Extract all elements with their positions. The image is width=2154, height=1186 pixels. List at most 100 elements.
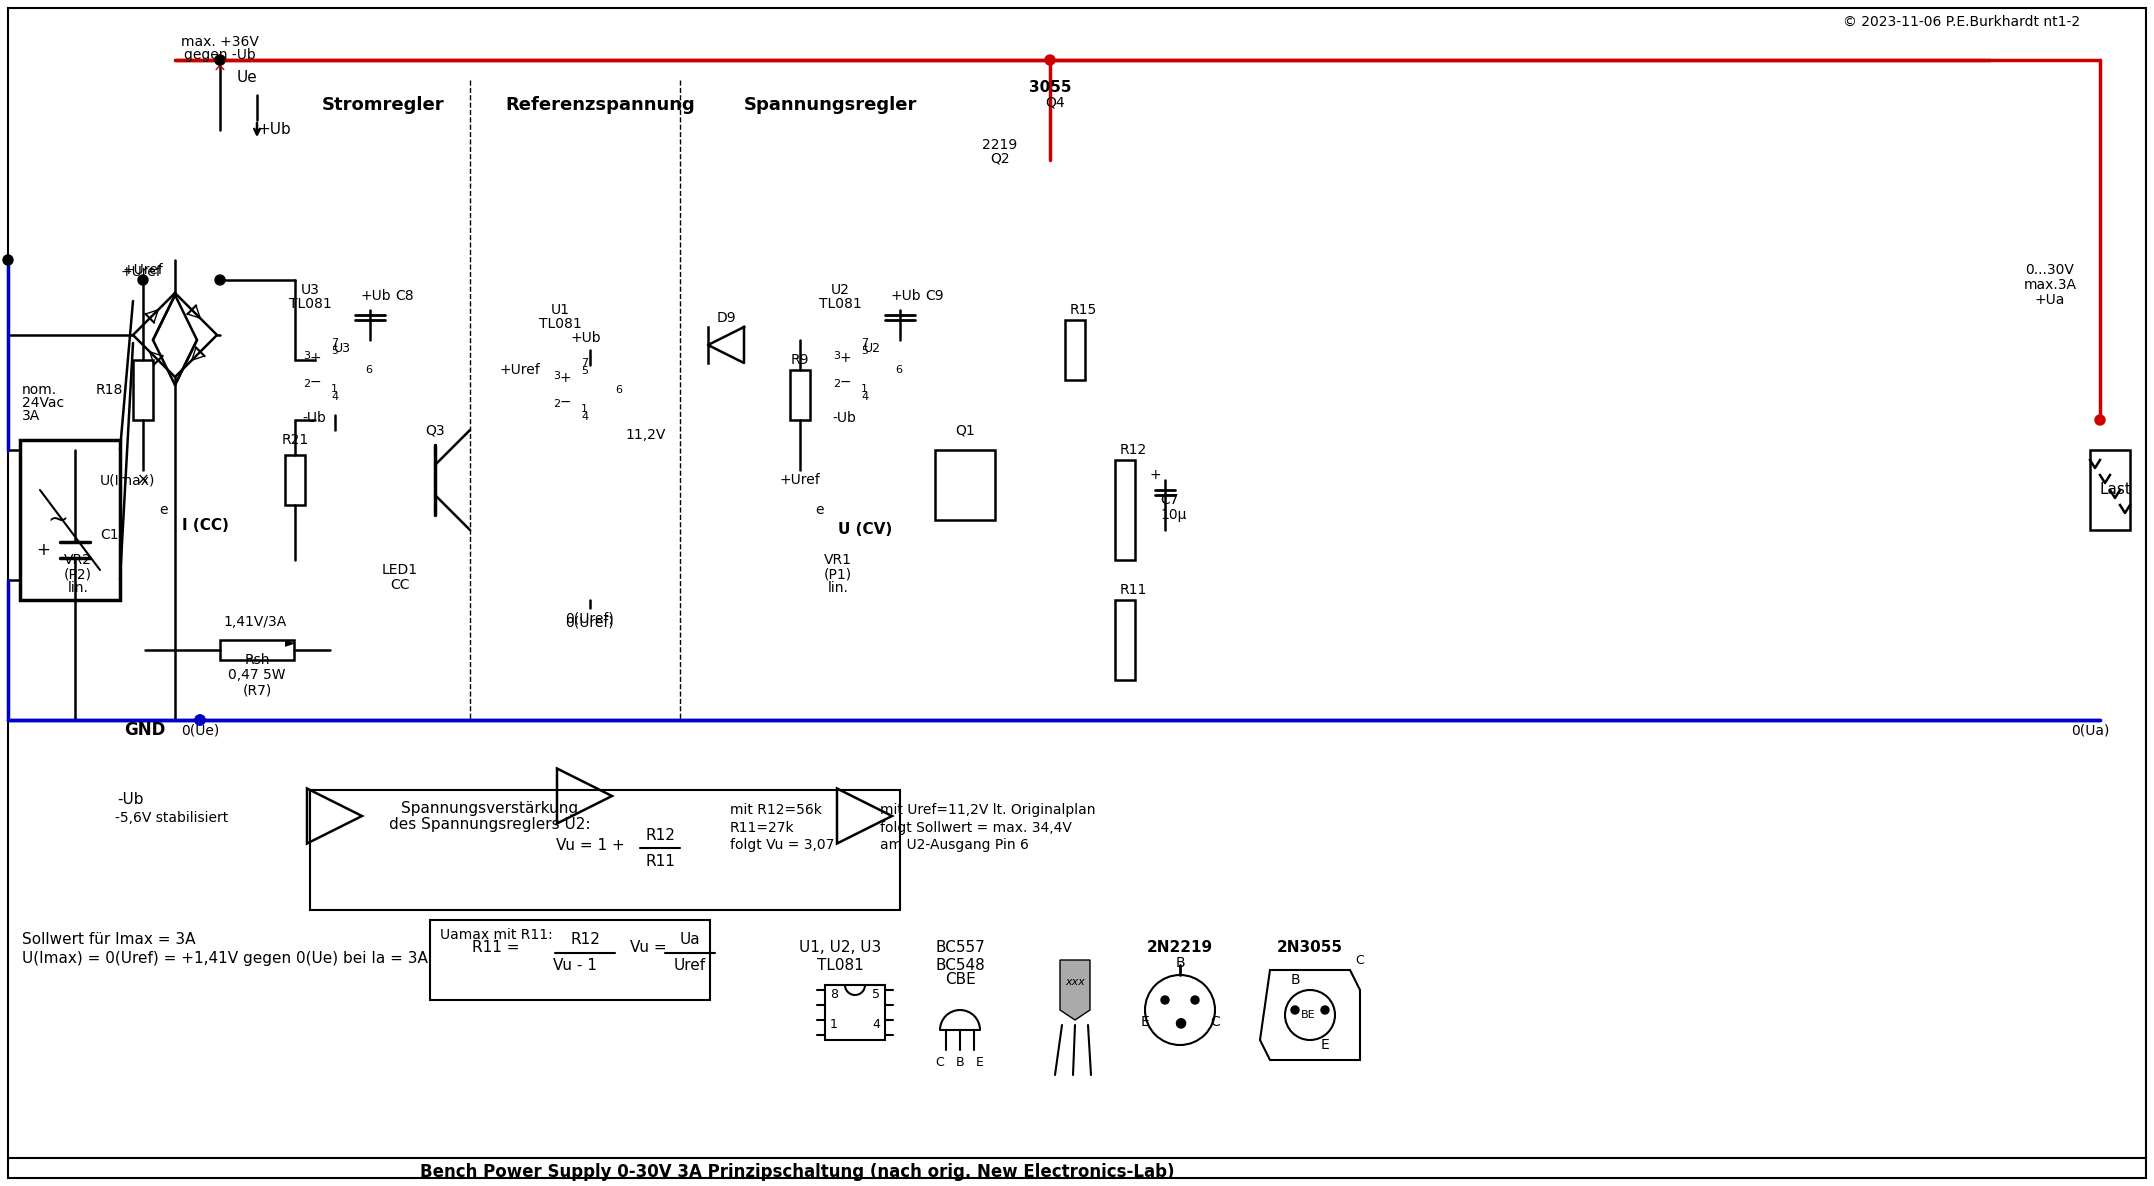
Text: R18: R18 [95, 383, 123, 397]
Text: C: C [935, 1056, 943, 1069]
Text: folgt Sollwert = max. 34,4V: folgt Sollwert = max. 34,4V [881, 821, 1073, 835]
Text: Rsh: Rsh [243, 653, 269, 667]
Text: 8: 8 [829, 988, 838, 1001]
Text: Vu =: Vu = [629, 940, 666, 956]
Text: ×: × [213, 58, 226, 76]
Text: 4: 4 [872, 1019, 881, 1032]
Text: 1: 1 [829, 1019, 838, 1032]
Text: 4: 4 [332, 393, 338, 402]
Text: 0(Ue): 0(Ue) [181, 723, 220, 737]
Text: 0,47 5W: 0,47 5W [228, 668, 286, 682]
Text: R21: R21 [282, 433, 308, 447]
Text: 1: 1 [582, 404, 588, 414]
Circle shape [1290, 1006, 1299, 1014]
Text: 5: 5 [872, 988, 881, 1001]
Text: U(Imax): U(Imax) [99, 473, 155, 487]
Text: 5: 5 [862, 346, 868, 356]
Text: −: − [310, 375, 321, 389]
Text: 4: 4 [582, 413, 588, 422]
Bar [825, 986, 885, 1040]
Text: (P2): (P2) [65, 568, 93, 582]
Text: 3: 3 [834, 351, 840, 362]
Text: U2: U2 [864, 343, 881, 356]
Text: CC: CC [390, 578, 409, 592]
Text: VR2: VR2 [65, 553, 93, 567]
Text: am U2-Ausgang Pin 6: am U2-Ausgang Pin 6 [881, 839, 1030, 852]
Text: mit R12=56k: mit R12=56k [730, 803, 823, 817]
Text: 10µ: 10µ [1161, 508, 1187, 522]
Text: VR1: VR1 [825, 553, 853, 567]
Text: C: C [1211, 1015, 1219, 1029]
Circle shape [196, 715, 205, 725]
Text: 6: 6 [364, 365, 373, 375]
Bar [284, 455, 306, 505]
Text: +Ub: +Ub [890, 289, 920, 302]
Text: 7: 7 [332, 338, 338, 347]
Text: R12: R12 [644, 828, 674, 842]
Text: +: + [560, 371, 571, 385]
Text: e: e [816, 503, 825, 517]
Text: 2: 2 [554, 398, 560, 409]
Text: TL081: TL081 [819, 296, 862, 311]
Text: max.3A: max.3A [2023, 278, 2076, 292]
Bar [935, 449, 995, 519]
Text: Vu = 1 +: Vu = 1 + [556, 837, 625, 853]
Text: +: + [1150, 468, 1161, 482]
Text: TL081: TL081 [816, 957, 864, 973]
Text: TL081: TL081 [538, 317, 582, 331]
Text: Ue: Ue [237, 70, 258, 85]
Bar [1116, 460, 1135, 560]
Text: Last: Last [2098, 483, 2130, 497]
Text: 0(Uref): 0(Uref) [567, 611, 614, 625]
Text: folgt Vu = 3,07: folgt Vu = 3,07 [730, 839, 834, 852]
Text: E: E [1142, 1015, 1150, 1029]
Text: xxx: xxx [1064, 977, 1086, 987]
Text: -Ub: -Ub [302, 412, 325, 425]
Text: Spannungsregler: Spannungsregler [743, 96, 918, 114]
Text: B: B [1176, 956, 1185, 970]
Text: Stromregler: Stromregler [321, 96, 444, 114]
Text: R11 =: R11 = [472, 940, 519, 956]
Text: lin.: lin. [67, 581, 88, 595]
Text: R11: R11 [1120, 584, 1148, 597]
Text: 2219: 2219 [982, 138, 1017, 152]
Text: Uref: Uref [674, 958, 707, 974]
Text: max. +36V: max. +36V [181, 36, 258, 49]
Text: -Ub: -Ub [116, 792, 144, 808]
Text: TL081: TL081 [289, 296, 332, 311]
Bar [19, 440, 121, 600]
Text: 11,2V: 11,2V [625, 428, 666, 442]
Text: B: B [956, 1056, 965, 1069]
Text: Bench Power Supply 0-30V 3A Prinzipschaltung (nach orig. New Electronics-Lab): Bench Power Supply 0-30V 3A Prinzipschal… [420, 1163, 1174, 1181]
Text: U1, U2, U3: U1, U2, U3 [799, 940, 881, 956]
Text: CBE: CBE [946, 973, 976, 988]
Circle shape [1320, 1006, 1329, 1014]
Text: C9: C9 [924, 289, 943, 302]
Text: E: E [976, 1056, 984, 1069]
Text: +Ub: +Ub [360, 289, 390, 302]
Text: ►: ► [284, 635, 295, 649]
Text: © 2023-11-06 P.E.Burkhardt nt1-2: © 2023-11-06 P.E.Burkhardt nt1-2 [1844, 15, 2081, 28]
Text: 24Vac: 24Vac [22, 396, 65, 410]
Text: 2: 2 [302, 378, 310, 389]
Text: 3A: 3A [22, 409, 41, 423]
Text: +: + [840, 351, 851, 365]
Bar [1064, 320, 1086, 380]
Text: Q1: Q1 [954, 423, 976, 436]
Text: +Ua: +Ua [2036, 293, 2066, 307]
Bar [310, 790, 900, 910]
Text: Q2: Q2 [991, 151, 1010, 165]
Text: C: C [1355, 954, 1363, 967]
Text: 2: 2 [834, 378, 840, 389]
Text: I (CC): I (CC) [181, 517, 228, 533]
Text: 4: 4 [862, 393, 868, 402]
Text: 3: 3 [554, 371, 560, 381]
Circle shape [1191, 996, 1200, 1005]
Text: 1,41V/3A: 1,41V/3A [224, 616, 286, 629]
Text: 6: 6 [614, 385, 623, 395]
Text: LED1: LED1 [381, 563, 418, 578]
Circle shape [2096, 415, 2104, 425]
Text: R15: R15 [1071, 302, 1096, 317]
Circle shape [215, 275, 224, 285]
Circle shape [215, 55, 224, 65]
